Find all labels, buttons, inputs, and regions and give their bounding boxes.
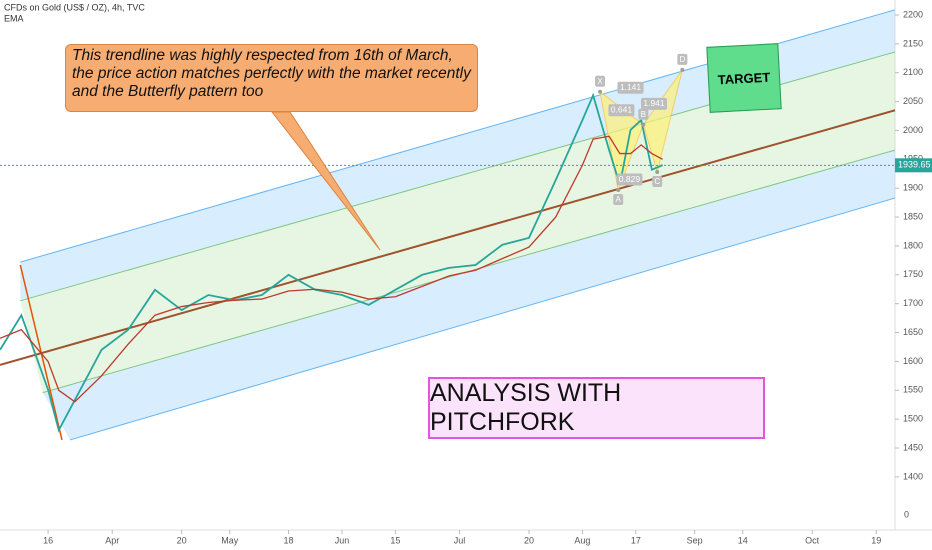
ratio-bg: [617, 81, 644, 94]
x-tick-label: Apr: [105, 535, 119, 545]
y-tick-label: 1750: [903, 269, 923, 279]
y-tick-label: 1600: [903, 356, 923, 366]
x-tick-label: 15: [390, 535, 400, 545]
y-tick-label: 1650: [903, 327, 923, 337]
target-box: TARGET: [706, 43, 782, 113]
last-price-bg: [895, 158, 932, 173]
pitchfork-line: [69, 197, 896, 441]
x-tick-label: Aug: [574, 535, 590, 545]
chart-title: CFDs on Gold (US$ / OZ), 4h, TVC: [4, 2, 145, 12]
pattern-point: [598, 89, 603, 94]
y-tick-label: 1500: [903, 414, 923, 424]
x-tick-label: 14: [738, 535, 748, 545]
y-tick-label: 1900: [903, 183, 923, 193]
ratio-label: 1.941: [643, 98, 665, 108]
x-tick-label: 19: [871, 535, 881, 545]
volume-scale-label: 0: [904, 509, 909, 519]
channel-band: [42, 150, 895, 440]
x-tick-label: 16: [43, 535, 53, 545]
x-tick-label: 17: [631, 535, 641, 545]
pattern-label: B: [641, 110, 646, 119]
y-tick-label: 2000: [903, 125, 923, 135]
y-tick-label: 1400: [903, 471, 923, 481]
x-tick-label: 20: [177, 535, 187, 545]
pattern-label-bg: [638, 108, 649, 120]
ratio-label: 0.641: [611, 105, 633, 115]
y-tick-label: 2200: [903, 9, 923, 19]
x-tick-label: Sep: [687, 535, 703, 545]
ratio-label: 0.829: [619, 174, 641, 184]
pattern-label-bg: [613, 193, 624, 205]
pattern-label-bg: [652, 176, 663, 188]
series-line: [0, 135, 663, 403]
y-tick-label: 1850: [903, 211, 923, 221]
pattern-label: D: [679, 55, 685, 64]
ratio-bg: [641, 97, 668, 110]
ratio-label: 1.141: [620, 82, 642, 92]
y-tick-label: 2150: [903, 38, 923, 48]
banner: ANALYSIS WITH PITCHFORK: [428, 377, 765, 439]
pattern-label-bg: [677, 53, 688, 65]
pattern-point: [641, 122, 646, 127]
y-tick-label: 1700: [903, 298, 923, 308]
y-tick-label: 1550: [903, 385, 923, 395]
series-line: [0, 92, 663, 433]
pitchfork-line: [0, 109, 896, 366]
pattern-label-bg: [595, 75, 606, 87]
pattern-point: [680, 67, 685, 72]
pattern-label: A: [616, 195, 622, 204]
x-tick-label: May: [221, 535, 239, 545]
last-price-label: 1939.65: [898, 160, 931, 170]
pattern-label: C: [654, 177, 660, 186]
x-tick-label: 20: [524, 535, 534, 545]
ratio-bg: [616, 173, 643, 186]
x-tick-label: Jul: [454, 535, 466, 545]
y-tick-label: 1450: [903, 442, 923, 452]
pattern-point: [655, 170, 660, 175]
pattern-label: X: [597, 77, 603, 86]
y-tick-label: 2100: [903, 67, 923, 77]
channel-band: [20, 51, 895, 393]
annotation: This trendline was highly respected from…: [65, 44, 478, 112]
pattern-point: [616, 187, 621, 192]
pattern-triangle: [642, 69, 683, 174]
y-tick-label: 1800: [903, 240, 923, 250]
x-tick-label: Oct: [805, 535, 820, 545]
y-tick-label: 2050: [903, 96, 923, 106]
ratio-bg: [608, 104, 635, 117]
annotation-tail: [270, 111, 381, 251]
legend-entry: EMA: [4, 13, 24, 23]
x-tick-label: 18: [284, 535, 294, 545]
x-tick-label: Jun: [335, 535, 350, 545]
